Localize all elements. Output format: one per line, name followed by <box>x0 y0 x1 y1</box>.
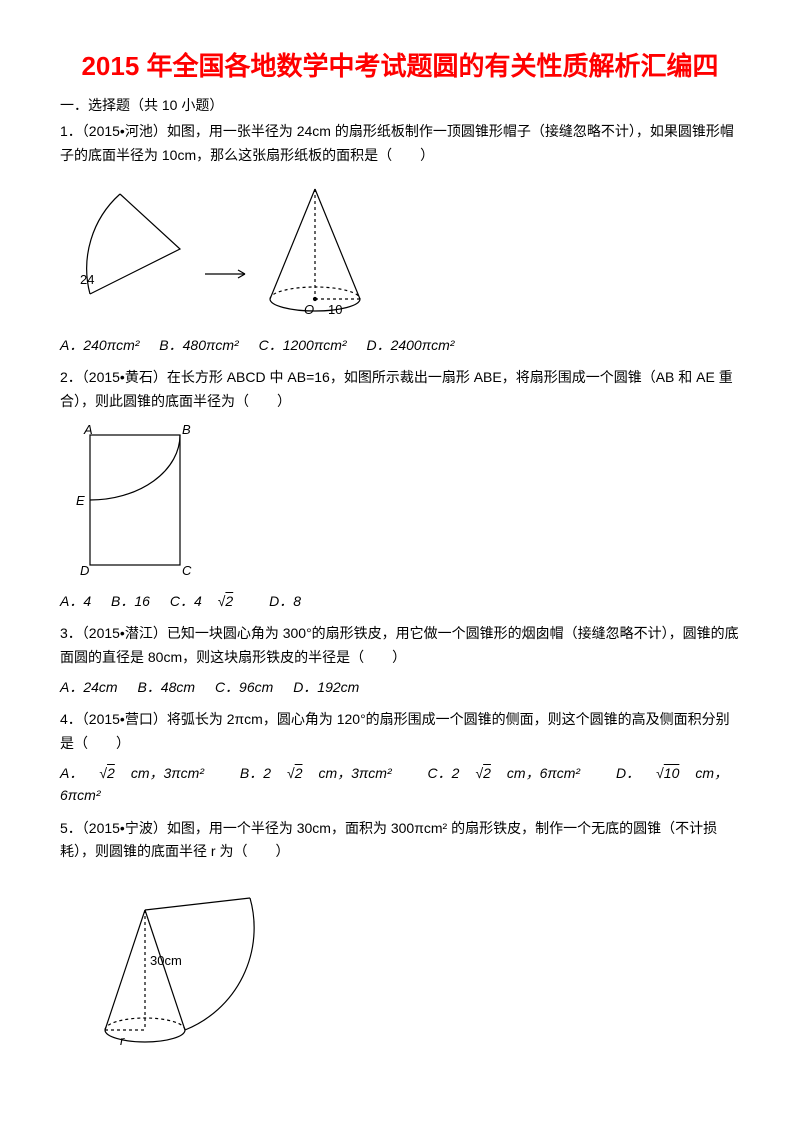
q1-figure: 24 O 10 <box>60 174 420 324</box>
q4-opt-c: C．2√2cm，6πcm² <box>428 765 597 781</box>
q3-opt-d: D．192cm <box>293 679 359 695</box>
q5-slant: 30cm <box>150 953 182 968</box>
q5-r: r <box>120 1033 125 1048</box>
q1-options: A．240πcm² B．480πcm² C．1200πcm² D．2400πcm… <box>60 334 740 356</box>
q2-options: A．4 B．16 C．4√2 D．8 <box>60 590 740 612</box>
q2-opt-c: C．4√2 <box>170 593 249 609</box>
q2-opt-d: D．8 <box>269 593 301 609</box>
q5-figure: 30cm r <box>60 870 280 1060</box>
question-1-text: 1．（2015•河池）如图，用一张半径为 24cm 的扇形纸板制作一顶圆锥形帽子… <box>60 120 740 168</box>
q1-cone-o: O <box>304 302 314 317</box>
q2-C: C <box>182 563 192 578</box>
q4-options: A．√2cm，3πcm² B．2√2cm，3πcm² C．2√2cm，6πcm²… <box>60 762 740 807</box>
q2-figure: A B C D E <box>60 420 220 580</box>
section-heading: 一．选择题（共 10 小题） <box>60 94 740 116</box>
q2-E: E <box>76 493 85 508</box>
q2-opt-b: B．16 <box>111 593 150 609</box>
q2-B: B <box>182 422 191 437</box>
q2-D: D <box>80 563 89 578</box>
q1-sector-label: 24 <box>80 272 94 287</box>
q2-opt-a: A．4 <box>60 593 91 609</box>
question-5-text: 5．（2015•宁波）如图，用一个半径为 30cm，面积为 300πcm² 的扇… <box>60 817 740 865</box>
q3-opt-a: A．24cm <box>60 679 118 695</box>
q4-opt-b: B．2√2cm，3πcm² <box>240 765 408 781</box>
question-3-text: 3．（2015•潜江）已知一块圆心角为 300°的扇形铁皮，用它做一个圆锥形的烟… <box>60 622 740 670</box>
q2-A: A <box>83 422 93 437</box>
q1-opt-d: D．2400πcm² <box>366 337 454 353</box>
q1-opt-c: C．1200πcm² <box>259 337 347 353</box>
q4-opt-a: A．√2cm，3πcm² <box>60 765 220 781</box>
q1-opt-a: A．240πcm² <box>60 337 139 353</box>
page-title: 2015 年全国各地数学中考试题圆的有关性质解析汇编四 <box>60 50 740 84</box>
q3-opt-b: B．48cm <box>137 679 195 695</box>
q1-cone-r: 10 <box>328 302 342 317</box>
question-2-text: 2．（2015•黄石）在长方形 ABCD 中 AB=16，如图所示裁出一扇形 A… <box>60 366 740 414</box>
q1-opt-b: B．480πcm² <box>159 337 238 353</box>
q3-options: A．24cm B．48cm C．96cm D．192cm <box>60 676 740 698</box>
q3-opt-c: C．96cm <box>215 679 273 695</box>
question-4-text: 4．（2015•营口）将弧长为 2πcm，圆心角为 120°的扇形围成一个圆锥的… <box>60 708 740 756</box>
